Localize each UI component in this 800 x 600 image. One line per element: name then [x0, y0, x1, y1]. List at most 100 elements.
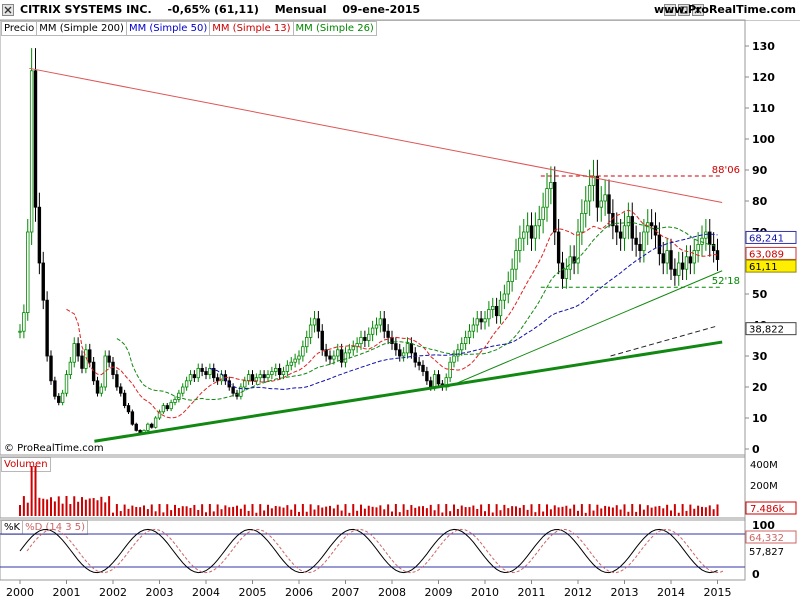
- candle-body: [622, 225, 627, 239]
- volume-bar: [464, 507, 467, 516]
- volume-bar: [553, 505, 556, 516]
- x-tick-label: 2002: [99, 586, 127, 599]
- y-tick-label: 110: [752, 102, 775, 115]
- candle-body: [479, 318, 483, 323]
- volume-bar: [243, 504, 246, 516]
- volume-bar: [77, 501, 80, 516]
- volume-bar: [26, 502, 29, 516]
- candle-body: [95, 380, 100, 394]
- volume-bar: [480, 504, 483, 516]
- y-tick-label: 120: [752, 71, 775, 84]
- level-label: 52'18: [712, 276, 740, 287]
- volume-bar: [608, 506, 610, 516]
- sma26-line: [116, 222, 718, 401]
- legend-price[interactable]: Precio: [1, 21, 37, 36]
- volume-bar: [650, 507, 653, 516]
- volume-bar: [317, 505, 320, 516]
- x-tick-label: 2001: [53, 586, 81, 599]
- stoch-d-box: [745, 530, 797, 544]
- candle-body: [88, 349, 92, 363]
- volume-bar: [352, 504, 355, 516]
- volume-bar: [522, 505, 525, 516]
- candle-body: [673, 268, 677, 276]
- volume-bar: [689, 504, 692, 516]
- maximize-icon[interactable]: [678, 4, 690, 16]
- candle-body: [169, 402, 173, 410]
- volume-bar: [445, 504, 448, 516]
- candle-body: [603, 194, 607, 202]
- x-tick-label: 2005: [239, 586, 267, 599]
- candle-body: [301, 346, 305, 357]
- legend-sma200[interactable]: MM (Simple 200): [36, 21, 126, 36]
- volume-bar: [115, 504, 118, 516]
- volume-bar: [588, 504, 591, 516]
- candle-body: [553, 181, 557, 233]
- volume-bar: [143, 505, 145, 516]
- candle-body: [281, 371, 286, 375]
- y-tick-label: 80: [752, 195, 768, 208]
- volume-bar: [208, 504, 211, 516]
- volume-bar: [309, 504, 312, 516]
- volume-bar: [150, 504, 153, 516]
- volume-bar: [708, 505, 711, 516]
- volume-bar: [57, 496, 60, 516]
- candle-body: [374, 324, 379, 329]
- stoch-tick-100: 100: [752, 519, 775, 532]
- volume-bar: [236, 505, 238, 516]
- candle-body: [711, 243, 716, 251]
- volume-bar: [600, 508, 603, 516]
- candle-body: [312, 318, 317, 326]
- y-tick-label: 130: [752, 40, 775, 53]
- provider-site[interactable]: www.ProRealTime.com: [653, 3, 796, 16]
- legend-sma50[interactable]: MM (Simple 50): [125, 21, 210, 36]
- candle-body: [661, 253, 665, 264]
- y-tick-label: 100: [752, 133, 775, 146]
- volume-bar: [635, 511, 638, 516]
- minimize-icon[interactable]: [664, 4, 676, 16]
- legend-sma26[interactable]: MM (Simple 26): [292, 21, 377, 36]
- x-tick-label: 2006: [285, 586, 313, 599]
- candle-body: [634, 237, 638, 245]
- volume-bar: [383, 509, 386, 516]
- volume-bar: [592, 510, 595, 516]
- candle-body: [502, 293, 507, 301]
- candle-body: [537, 219, 541, 227]
- x-tick-label: 2009: [425, 586, 453, 599]
- close-icon[interactable]: [2, 4, 14, 16]
- candle-body: [587, 185, 592, 202]
- y-tick-label: 10: [752, 412, 768, 425]
- candle-body: [161, 405, 166, 413]
- candle-body: [274, 367, 278, 372]
- candle-body: [45, 299, 49, 357]
- volume-bar: [406, 509, 409, 516]
- volume-bar: [274, 505, 277, 516]
- window-close-icon[interactable]: [692, 4, 704, 16]
- candle-body: [421, 364, 425, 372]
- legend-sma13[interactable]: MM (Simple 13): [209, 21, 293, 36]
- volume-bar: [546, 504, 548, 516]
- volume-bar: [84, 499, 87, 516]
- candle-body: [332, 355, 336, 360]
- volume-bar: [170, 510, 173, 516]
- volume-bar: [449, 511, 452, 516]
- candle-body: [153, 417, 158, 428]
- volume-bar: [515, 506, 517, 516]
- volume-bar: [259, 504, 262, 516]
- candle-body: [29, 70, 34, 233]
- volume-bar: [538, 504, 541, 516]
- volume-bar: [313, 509, 316, 516]
- volume-bar: [154, 511, 157, 516]
- volume-bar: [305, 511, 308, 516]
- volume-bar: [429, 504, 432, 516]
- volume-bar: [375, 507, 378, 516]
- trendline-support-long: [94, 340, 723, 443]
- volume-last-box: [745, 501, 797, 515]
- volume-bar: [460, 505, 463, 516]
- candle-body: [359, 336, 363, 344]
- candle-body: [677, 262, 681, 276]
- chart-date: 09-ene-2015: [342, 3, 421, 16]
- volume-bar: [534, 512, 537, 516]
- candle-body: [704, 231, 708, 239]
- volume-bar: [704, 507, 707, 516]
